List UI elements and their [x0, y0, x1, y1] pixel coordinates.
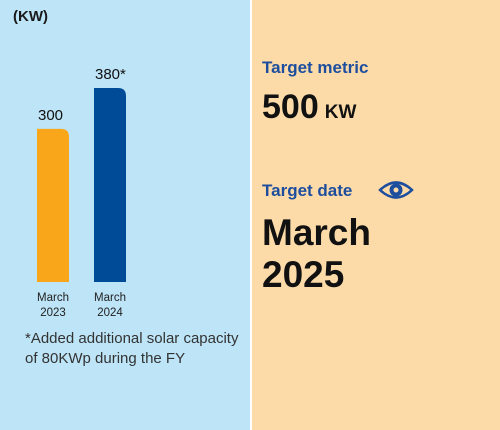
target-metric-title: Target metric: [262, 58, 369, 77]
target-date-title: Target date: [262, 181, 353, 200]
unit-label: (KW): [13, 8, 48, 25]
bar-chart: 300 March 2023 380* March 2024: [37, 66, 126, 319]
target-date-month: March: [262, 212, 371, 253]
metric-number: 500: [262, 88, 319, 126]
target-date-year: 2025: [262, 254, 345, 295]
category-label-0-1: 2023: [40, 307, 66, 319]
metric-unit: KW: [324, 102, 357, 123]
bar-0: [37, 128, 69, 282]
target-panel: Target metric 500 KW Target date March 20…: [252, 0, 500, 430]
target-date-value: March 2025: [262, 212, 492, 296]
category-label-1-0: March: [94, 292, 126, 304]
category-label-1-1: 2024: [97, 307, 123, 319]
category-label-0-0: March: [37, 292, 69, 304]
eye-icon: [378, 181, 414, 199]
panel-divider: [250, 0, 252, 430]
target-metric-value: 500 KW: [262, 88, 356, 127]
bar-value-label-1: 380*: [95, 66, 126, 83]
bar-1: [94, 88, 126, 282]
chart-panel: (KW) 300 March 2023 380* March 2024 *Added ad…: [0, 0, 250, 430]
footnote: *Added additional solar capacity of 80KW…: [25, 330, 239, 367]
bar-value-label-0: 300: [38, 107, 63, 124]
